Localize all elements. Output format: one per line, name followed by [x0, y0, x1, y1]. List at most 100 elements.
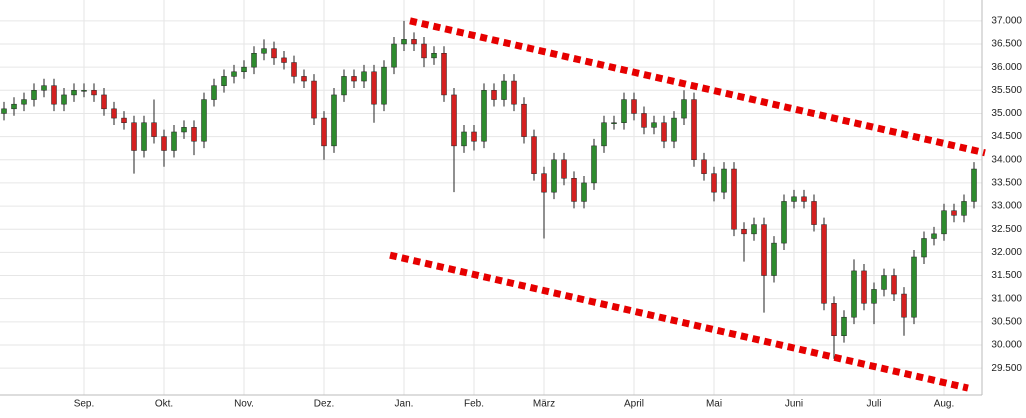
candle-body: [461, 131, 467, 147]
candle-body: [601, 122, 607, 147]
candle-body: [561, 159, 567, 179]
candle-body: [161, 136, 167, 151]
candle-body: [441, 53, 447, 96]
candle-body: [261, 48, 267, 54]
candle-body: [641, 113, 647, 128]
candle-body: [861, 270, 867, 304]
y-tick-label: 33.500: [991, 178, 1022, 189]
y-tick-label: 34.000: [991, 154, 1022, 165]
candle-body: [201, 99, 207, 142]
candle-body: [751, 224, 757, 235]
candle-body: [221, 76, 227, 86]
candle-body: [331, 94, 337, 147]
candle-body: [191, 127, 197, 142]
candle-body: [81, 90, 87, 92]
candle-body: [241, 66, 247, 73]
candle-body: [71, 90, 77, 96]
candle-body: [631, 99, 637, 114]
candle-body: [171, 131, 177, 151]
y-tick-label: 31.000: [991, 293, 1022, 304]
candle-body: [131, 122, 137, 151]
candle-body: [881, 275, 887, 290]
candle-body: [431, 53, 437, 59]
x-tick-label: Jan.: [395, 399, 414, 410]
x-tick-label: Nov.: [234, 399, 254, 410]
candle-body: [671, 117, 677, 142]
candle-body: [351, 76, 357, 82]
candle-body: [581, 182, 587, 202]
candle-body: [711, 173, 717, 193]
x-tick-label: Juni: [785, 399, 803, 410]
candle-body: [231, 71, 237, 77]
candle-body: [951, 210, 957, 216]
x-tick-label: Feb.: [464, 399, 484, 410]
candle-body: [381, 66, 387, 105]
candle-body: [681, 99, 687, 119]
candle-body: [281, 57, 287, 63]
candle-body: [61, 94, 67, 105]
candle-body: [771, 242, 777, 276]
candle-body: [811, 201, 817, 225]
candle-body: [611, 122, 617, 124]
candle-body: [521, 103, 527, 137]
candle-body: [941, 210, 947, 235]
y-tick-label: 31.500: [991, 270, 1022, 281]
candle-body: [741, 228, 747, 235]
candle-body: [291, 62, 297, 77]
candle-body: [801, 196, 807, 202]
candle-body: [891, 275, 897, 295]
candle-body: [41, 85, 47, 91]
candle-body: [421, 43, 427, 59]
y-tick-label: 29.500: [991, 363, 1022, 374]
candle-body: [471, 131, 477, 142]
candle-body: [321, 117, 327, 147]
x-tick-label: Dez.: [314, 399, 335, 410]
candle-body: [571, 178, 577, 202]
candle-body: [701, 159, 707, 174]
trend-line: [409, 17, 986, 157]
candle-body: [111, 108, 117, 119]
candle-body: [401, 39, 407, 45]
candle-body: [901, 293, 907, 318]
candle-body: [591, 145, 597, 184]
y-tick-label: 33.000: [991, 201, 1022, 212]
candle-body: [31, 90, 37, 100]
candle-body: [151, 122, 157, 137]
candle-body: [341, 76, 347, 96]
y-tick-label: 36.500: [991, 39, 1022, 50]
candle-body: [91, 90, 97, 96]
candle-body: [301, 76, 307, 82]
y-tick-label: 35.500: [991, 85, 1022, 96]
x-tick-label: Okt.: [155, 399, 173, 410]
x-tick-label: Aug.: [934, 399, 955, 410]
candle-body: [181, 127, 187, 133]
y-tick-label: 30.000: [991, 340, 1022, 351]
candle-body: [101, 94, 107, 110]
candle-body: [371, 71, 377, 105]
x-tick-label: Sep.: [74, 399, 95, 410]
candle-body: [911, 256, 917, 318]
candle-body: [541, 173, 547, 193]
candle-body: [971, 168, 977, 202]
candle-body: [761, 224, 767, 276]
candle-body: [411, 39, 417, 45]
y-tick-label: 35.000: [991, 108, 1022, 119]
candle-body: [251, 53, 257, 68]
candle-body: [361, 71, 367, 82]
candle-body: [691, 99, 697, 161]
candle-body: [821, 224, 827, 304]
candle-body: [721, 168, 727, 193]
candle-body: [661, 122, 667, 142]
candle-body: [501, 80, 507, 100]
candle-body: [21, 99, 27, 105]
candle-body: [121, 117, 127, 123]
candle-body: [271, 48, 277, 59]
y-tick-label: 34.500: [991, 131, 1022, 142]
y-tick-label: 37.000: [991, 15, 1022, 26]
candle-body: [651, 122, 657, 128]
candle-body: [871, 289, 877, 304]
x-tick-label: Mai: [706, 399, 722, 410]
candle-body: [731, 168, 737, 230]
candle-body: [481, 90, 487, 142]
